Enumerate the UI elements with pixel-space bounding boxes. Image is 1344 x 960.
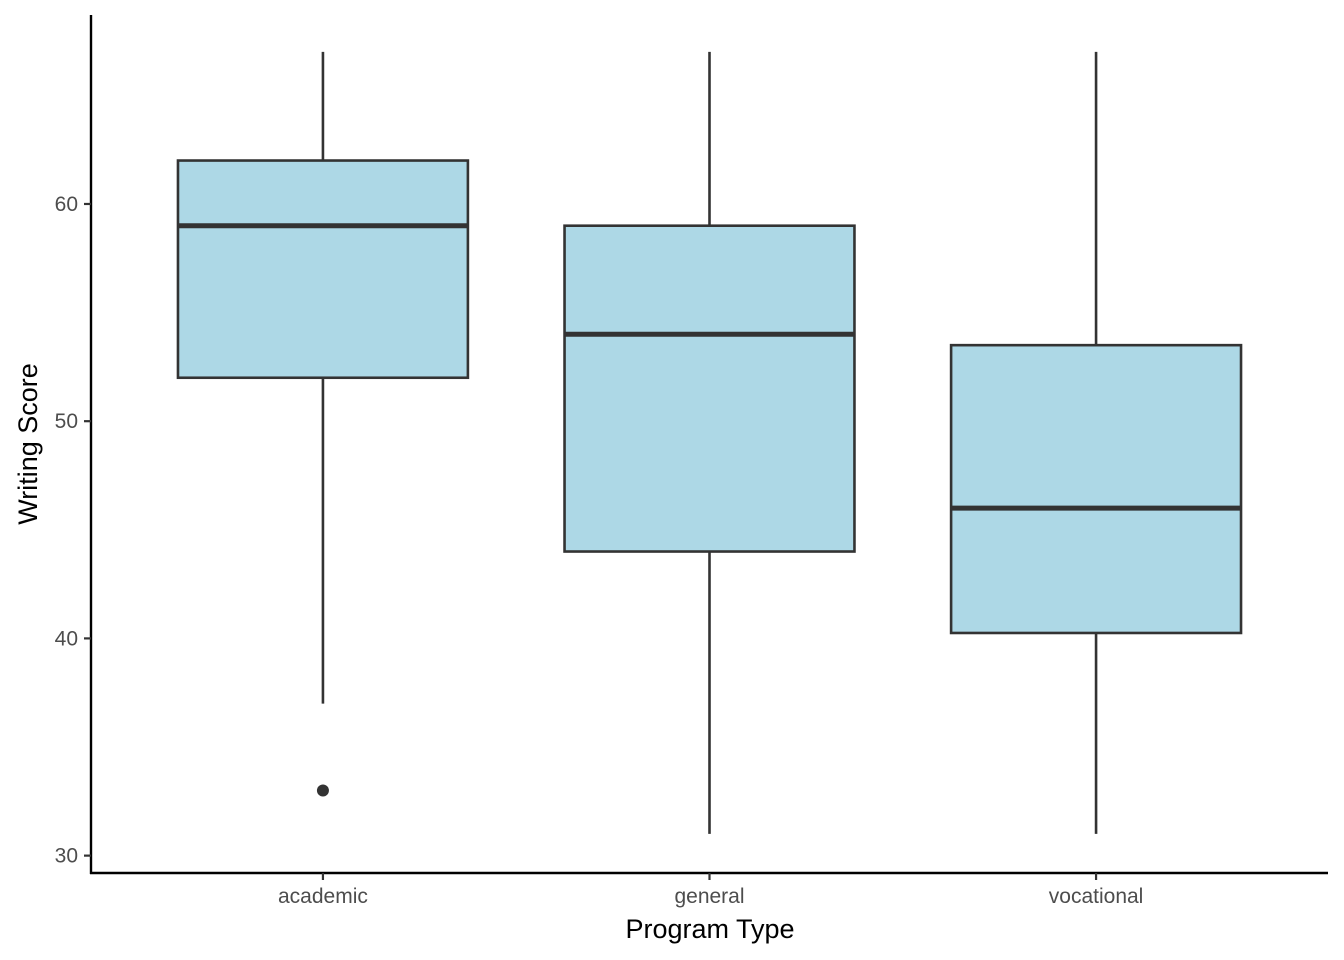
x-tick-label: general	[674, 885, 744, 908]
y-tick-label: 40	[55, 627, 78, 650]
x-tick-label: vocational	[1049, 885, 1144, 908]
box-vocational	[949, 51, 1243, 834]
y-tick-label: 50	[55, 410, 78, 433]
box-iqr	[176, 159, 470, 380]
y-tick-label: 60	[55, 193, 78, 216]
box-iqr	[563, 224, 856, 553]
axes-layer: 30 40 50 60 academic general vocational	[55, 15, 1328, 908]
y-tick-label: 30	[55, 845, 78, 868]
y-axis-title: Writing Score	[13, 363, 43, 525]
box-academic	[176, 51, 470, 797]
outlier-point	[316, 784, 329, 797]
box-iqr	[949, 343, 1243, 635]
x-tick-label: academic	[278, 885, 368, 908]
x-axis-title: Program Type	[625, 914, 794, 944]
boxes-layer	[176, 51, 1243, 834]
box-general	[563, 51, 856, 834]
